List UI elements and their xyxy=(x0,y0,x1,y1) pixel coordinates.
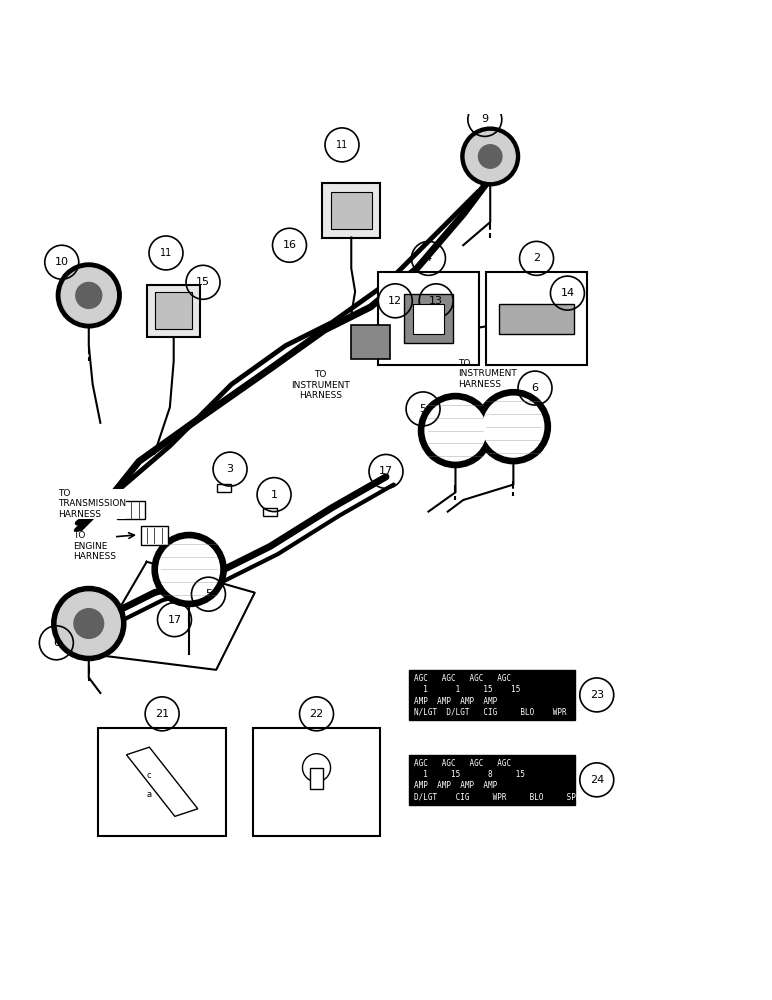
Text: TO
ENGINE
HARNESS: TO ENGINE HARNESS xyxy=(73,531,117,561)
Bar xyxy=(351,325,390,359)
Text: 15: 15 xyxy=(196,277,210,287)
Bar xyxy=(409,755,575,805)
Bar xyxy=(405,294,452,343)
Circle shape xyxy=(303,754,330,782)
Text: 24: 24 xyxy=(590,775,604,785)
Bar xyxy=(263,508,277,516)
Text: TO
INSTRUMENT
HARNESS: TO INSTRUMENT HARNESS xyxy=(458,359,516,389)
Circle shape xyxy=(479,145,502,168)
Bar xyxy=(499,304,574,334)
Text: 5: 5 xyxy=(419,404,427,414)
Text: 17: 17 xyxy=(168,615,181,625)
Circle shape xyxy=(418,393,493,468)
Text: AGC   AGC   AGC   AGC: AGC AGC AGC AGC xyxy=(414,674,511,683)
Text: 11: 11 xyxy=(336,140,348,150)
Text: 17: 17 xyxy=(379,466,393,476)
Circle shape xyxy=(74,609,103,638)
Text: 4: 4 xyxy=(425,253,432,263)
Text: AMP  AMP  AMP  AMP: AMP AMP AMP AMP xyxy=(414,781,497,790)
Text: 21: 21 xyxy=(155,709,169,719)
Bar xyxy=(310,768,323,789)
Text: 14: 14 xyxy=(560,288,574,298)
Bar xyxy=(409,670,575,720)
Polygon shape xyxy=(127,747,198,816)
Bar xyxy=(155,292,192,329)
Bar xyxy=(217,484,231,492)
Text: 13: 13 xyxy=(429,296,443,306)
Text: TO
TRANSMISSION
HARNESS: TO TRANSMISSION HARNESS xyxy=(58,489,126,519)
Text: N/LGT  D/LGT   CIG     BLO    WPR: N/LGT D/LGT CIG BLO WPR xyxy=(414,708,567,717)
Circle shape xyxy=(461,127,520,186)
Text: a: a xyxy=(147,790,152,799)
Bar xyxy=(252,728,380,836)
Circle shape xyxy=(61,268,117,323)
Text: 9: 9 xyxy=(481,114,489,124)
Bar xyxy=(378,272,479,365)
Bar xyxy=(323,183,380,238)
Text: AGC   AGC   AGC   AGC: AGC AGC AGC AGC xyxy=(414,759,511,768)
Circle shape xyxy=(76,282,102,308)
Bar xyxy=(414,304,443,334)
Text: 22: 22 xyxy=(310,709,323,719)
Bar xyxy=(147,285,200,337)
Text: 11: 11 xyxy=(160,248,172,258)
Text: TO
INSTRUMENT
HARNESS: TO INSTRUMENT HARNESS xyxy=(291,370,350,400)
Text: 12: 12 xyxy=(388,296,402,306)
Bar xyxy=(486,272,587,365)
Circle shape xyxy=(425,400,486,461)
Circle shape xyxy=(52,586,126,661)
Text: 16: 16 xyxy=(283,240,296,250)
Circle shape xyxy=(476,390,550,464)
Circle shape xyxy=(483,396,543,457)
Text: 1      1     15    15: 1 1 15 15 xyxy=(414,685,520,694)
Text: AMP  AMP  AMP  AMP: AMP AMP AMP AMP xyxy=(414,697,497,706)
Circle shape xyxy=(57,592,120,655)
Text: 1: 1 xyxy=(270,490,278,500)
Text: 10: 10 xyxy=(55,257,69,267)
Text: 6: 6 xyxy=(52,638,60,648)
Text: 2: 2 xyxy=(533,253,540,263)
Circle shape xyxy=(466,132,515,181)
Circle shape xyxy=(152,532,226,607)
Text: 3: 3 xyxy=(226,464,234,474)
Bar xyxy=(117,501,145,519)
Text: 23: 23 xyxy=(590,690,604,700)
Text: c: c xyxy=(147,771,151,780)
Text: 6: 6 xyxy=(531,383,539,393)
Text: D/LGT    CIG     WPR     BLO     SPA: D/LGT CIG WPR BLO SPA xyxy=(414,793,581,802)
Bar xyxy=(99,728,225,836)
Circle shape xyxy=(159,539,219,600)
Circle shape xyxy=(56,263,121,328)
Bar xyxy=(141,526,168,545)
Text: 1     15      8     15: 1 15 8 15 xyxy=(414,770,525,779)
Bar xyxy=(331,192,371,229)
Text: 5: 5 xyxy=(205,589,212,599)
